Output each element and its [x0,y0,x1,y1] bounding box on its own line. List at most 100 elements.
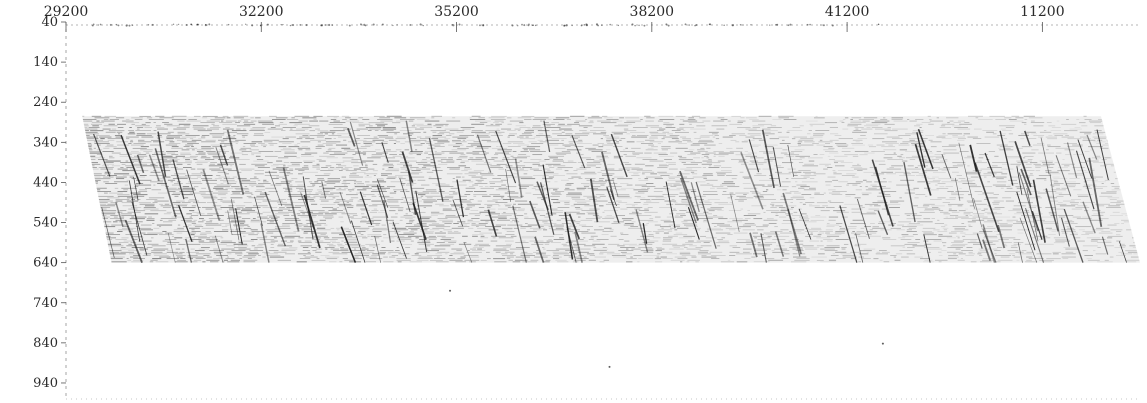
data-diagonal [1088,157,1103,227]
data-diagonal [610,133,628,178]
data-diagonal [392,221,407,259]
data-diagonal [798,208,812,240]
data-point [831,24,834,27]
data-point [299,24,302,26]
data-point [419,23,422,26]
data-point [787,24,790,27]
data-diagonal [679,170,699,221]
y-tick-label: 340 [33,135,58,150]
data-point [571,24,573,27]
data-diagonal [374,235,381,263]
data-diagonal [542,164,553,216]
data-point [245,23,247,25]
data-diagonal [856,198,870,239]
data-point [251,24,254,27]
data-point [688,24,690,26]
data-point [806,23,809,26]
data-diagonal [167,232,176,263]
data-diagonal [340,226,357,263]
data-diagonal [976,233,983,249]
data-point [115,23,117,26]
data-point [289,24,292,27]
data-diagonal [748,139,760,173]
data-point [583,24,586,26]
data-diagonal [642,223,648,244]
data-diagonal [772,147,782,187]
data-diagonal [566,226,577,263]
data-point [694,24,696,27]
data-point [305,23,308,27]
data-diagonal [377,179,389,208]
y-tick-label: 940 [33,376,58,391]
data-diagonal [601,151,615,200]
data-point [396,24,398,26]
data-point [151,23,154,26]
data-diagonal [347,127,356,147]
data-diagonal [185,238,193,263]
data-diagonal [412,202,427,240]
x-tick-label: 41200 [825,4,870,20]
data-diagonal [1060,217,1070,247]
data-diagonal [178,204,193,243]
outlier-point [608,365,611,368]
data-diagonal [1019,217,1038,263]
data-point [634,24,636,27]
data-diagonal [1082,201,1096,234]
data-diagonal [1049,173,1061,236]
data-diagonal [254,196,263,226]
data-diagonal [407,171,417,215]
data-point [320,24,324,27]
data-diagonal [1016,166,1023,195]
data-diagonal [1026,187,1039,242]
data-diagonal [529,200,541,229]
data-diagonal [571,134,586,169]
data-point [348,24,351,27]
y-tick-label: 240 [33,95,58,110]
data-point [451,24,454,26]
data-diagonal [514,158,523,198]
data-diagonal [157,131,167,177]
data-point [363,23,366,26]
data-point [822,24,825,27]
data-point [609,23,611,26]
y-tick-label: 540 [33,216,58,231]
data-point [185,23,188,26]
data-diagonal [495,130,517,184]
data-point [91,24,94,27]
data-diagonal [131,201,148,256]
data-diagonal [300,192,315,230]
data-point [479,24,481,27]
data-diagonal [349,121,364,166]
data-diagonal [761,129,775,189]
data-point [328,23,331,27]
data-diagonal [1063,208,1084,263]
data-point [372,23,375,26]
data-point [172,23,175,25]
data-diagonal [1119,241,1127,263]
data-diagonal [982,228,997,263]
x-tick-label: 38200 [630,4,675,20]
data-diagonal [120,134,141,185]
data-point [789,23,792,26]
data-point [528,23,530,26]
data-point [617,24,620,27]
data-point [643,24,646,27]
data-diagonal [877,210,889,236]
x-tick-label: 29200 [44,4,89,20]
data-diagonal [214,235,224,263]
data-diagonal [235,208,243,245]
data-diagonal [186,169,202,217]
data-diagonal [1055,155,1072,197]
data-diagonal [115,202,124,227]
data-point [204,24,207,27]
data-diagonal [321,181,327,199]
data-diagonal [941,154,952,179]
data-diagonal [1018,172,1039,232]
data-point [280,23,282,26]
data-diagonal [613,181,619,197]
data-point [769,24,771,26]
data-diagonal [687,206,700,240]
data-point [709,23,712,26]
y-tick-label: 740 [33,296,58,311]
